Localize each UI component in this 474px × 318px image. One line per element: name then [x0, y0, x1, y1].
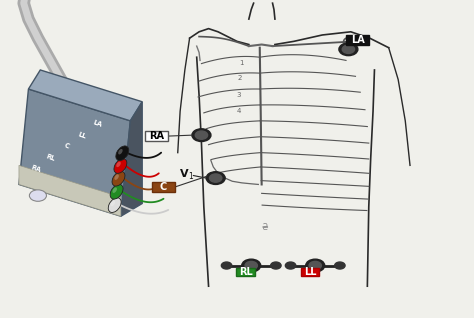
FancyBboxPatch shape [236, 268, 255, 276]
Text: RL: RL [238, 267, 253, 277]
Circle shape [342, 45, 355, 53]
Text: RA: RA [30, 164, 41, 173]
FancyBboxPatch shape [346, 35, 369, 45]
Polygon shape [19, 89, 130, 216]
Circle shape [192, 129, 211, 142]
Text: ₴: ₴ [261, 223, 268, 232]
Text: RA: RA [149, 131, 164, 141]
Circle shape [210, 174, 222, 182]
Ellipse shape [114, 159, 127, 173]
Circle shape [309, 261, 321, 270]
Text: LA: LA [351, 35, 365, 45]
Ellipse shape [112, 171, 125, 186]
Text: 4: 4 [236, 108, 241, 114]
Text: 1: 1 [188, 172, 193, 181]
Circle shape [195, 131, 208, 139]
Text: V: V [180, 169, 188, 179]
Text: 2: 2 [237, 75, 242, 81]
Ellipse shape [116, 162, 121, 167]
Ellipse shape [108, 198, 121, 212]
Circle shape [285, 262, 296, 269]
Ellipse shape [114, 174, 119, 180]
FancyBboxPatch shape [152, 182, 175, 192]
FancyBboxPatch shape [145, 131, 168, 141]
FancyBboxPatch shape [301, 268, 319, 276]
Text: RL: RL [46, 153, 56, 162]
Circle shape [335, 262, 345, 269]
Circle shape [339, 43, 358, 56]
Circle shape [271, 262, 281, 269]
Text: LL: LL [304, 267, 316, 277]
Ellipse shape [110, 201, 115, 206]
Ellipse shape [118, 149, 123, 155]
Text: C: C [160, 182, 167, 192]
Circle shape [29, 190, 46, 201]
Polygon shape [19, 165, 121, 216]
Text: C: C [63, 143, 70, 150]
Text: LL: LL [77, 131, 87, 139]
Text: LA: LA [92, 120, 103, 128]
Circle shape [306, 259, 325, 272]
Circle shape [245, 261, 257, 270]
Polygon shape [121, 102, 142, 216]
Polygon shape [28, 70, 142, 121]
Circle shape [221, 262, 232, 269]
Ellipse shape [110, 184, 123, 199]
Circle shape [206, 172, 225, 184]
Ellipse shape [116, 146, 129, 161]
Text: 1: 1 [239, 60, 244, 66]
Circle shape [242, 259, 261, 272]
Text: 3: 3 [237, 92, 241, 98]
Ellipse shape [112, 187, 117, 193]
